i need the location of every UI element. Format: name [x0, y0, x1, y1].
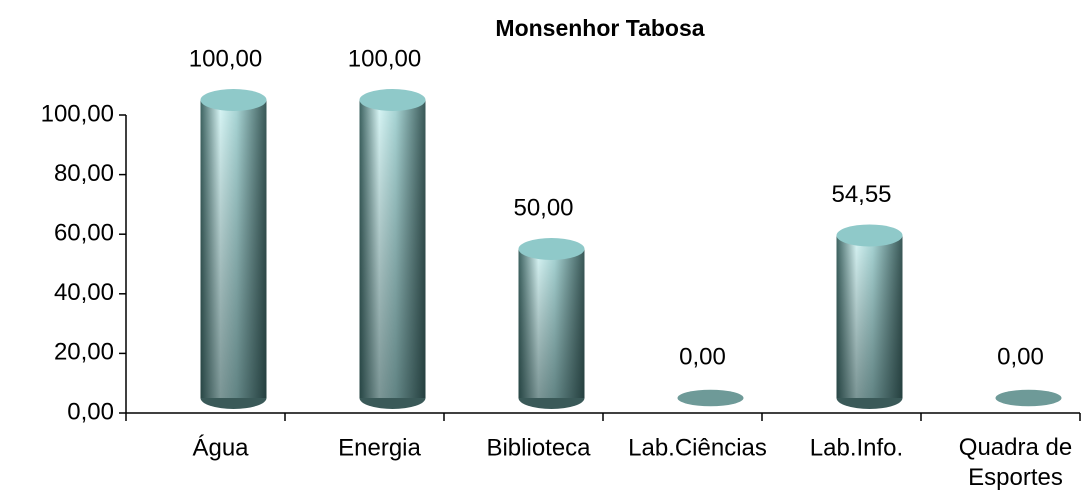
bar-shade — [836, 235, 903, 398]
bar — [200, 89, 267, 409]
x-tick-label: Lab.Info. — [810, 434, 903, 461]
bar-shade — [200, 100, 267, 398]
value-label: 100,00 — [348, 45, 421, 72]
bar-base — [995, 389, 1062, 407]
bar-shade — [518, 249, 585, 398]
bar-top — [836, 224, 903, 247]
bar — [995, 389, 1062, 407]
bar-shade — [359, 100, 426, 398]
y-tick-label: 40,00 — [54, 279, 114, 306]
bar — [677, 389, 744, 407]
y-tick-label: 80,00 — [54, 160, 114, 187]
value-label: 0,00 — [679, 343, 726, 370]
value-label: 54,55 — [831, 181, 891, 208]
bar-top — [518, 238, 585, 260]
bar-top — [359, 89, 426, 111]
y-tick-label: 20,00 — [54, 339, 114, 366]
x-tick-label: Lab.Ciências — [628, 434, 767, 461]
x-tick-label: Água — [192, 434, 249, 461]
bar-top — [200, 89, 267, 111]
bar-base — [677, 389, 744, 407]
value-label: 50,00 — [513, 194, 573, 221]
y-tick-label: 100,00 — [41, 100, 114, 127]
y-tick-label: 60,00 — [54, 220, 114, 247]
bar — [359, 89, 426, 409]
x-tick-label: Energia — [338, 434, 421, 461]
x-tick-label: Biblioteca — [486, 434, 591, 461]
bar — [518, 238, 585, 409]
x-tick-label: Quadra de Esportes — [959, 434, 1072, 491]
chart-title: Monsenhor Tabosa — [495, 15, 704, 41]
value-label: 0,00 — [997, 343, 1044, 370]
bar — [836, 224, 903, 409]
y-tick-label: 0,00 — [67, 398, 114, 425]
value-label: 100,00 — [189, 45, 262, 72]
